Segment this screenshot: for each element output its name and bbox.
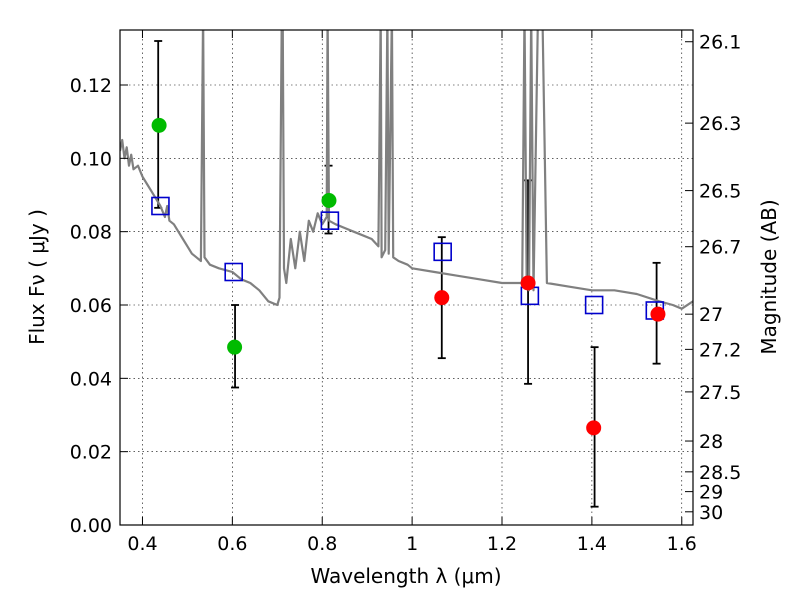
right-tick-label: 27.2 — [699, 339, 741, 361]
y-tick-label: 0.10 — [70, 148, 112, 170]
y-tick-label: 0.00 — [70, 515, 112, 537]
right-tick-label: 26.7 — [699, 237, 741, 259]
right-tick-label: 26.5 — [699, 181, 741, 203]
x-tick-label: 1.4 — [577, 533, 607, 555]
observed-flux-point — [434, 290, 450, 306]
y-tick-label: 0.02 — [70, 442, 112, 464]
x-tick-label: 1.6 — [667, 533, 697, 555]
observed-flux-point — [520, 275, 536, 291]
model-flux-square — [584, 295, 604, 315]
plot-frame — [119, 29, 694, 526]
y-axis-label: Flux Fν ( μJy ) — [25, 209, 49, 345]
model-flux-square — [433, 242, 452, 262]
plot-area — [120, 30, 693, 508]
y-tick-label: 0.12 — [70, 75, 112, 97]
observed-flux-point — [586, 420, 602, 436]
x-tick-label: 0.6 — [217, 533, 247, 555]
right-tick-label: 26.3 — [699, 113, 741, 135]
x-axis-ticks: 0.4 0.6 0.8 1 1.2 1.4 1.6 — [127, 30, 697, 555]
model-spectrum-line — [120, 30, 693, 310]
y-tick-label: 0.04 — [70, 368, 112, 390]
model-flux-square — [320, 211, 340, 230]
model-flux-square — [151, 196, 170, 216]
right-tick-label: 30 — [699, 502, 723, 524]
observed-flux-point — [151, 117, 167, 133]
y-tick-label: 0.06 — [70, 295, 112, 317]
model-flux-square — [224, 262, 244, 282]
right-tick-label: 29 — [699, 482, 723, 504]
observed-flux-point — [650, 306, 666, 322]
right-tick-label: 28.5 — [699, 462, 741, 484]
x-tick-label: 0.8 — [307, 533, 337, 555]
x-tick-label: 1 — [406, 533, 418, 555]
observed-flux-point — [227, 339, 243, 355]
plot-background — [120, 30, 693, 525]
x-tick-label: 1.2 — [487, 533, 517, 555]
right-tick-label: 26.1 — [699, 32, 741, 54]
right-tick-label: 27.5 — [699, 382, 741, 404]
x-axis-label: Wavelength λ (μm) — [310, 564, 501, 588]
y-axis-ticks: 0.00 0.02 0.04 0.06 0.08 0.10 0.12 — [70, 75, 128, 537]
right-axis-label: Magnitude (AB) — [757, 199, 781, 354]
y-tick-label: 0.08 — [70, 222, 112, 244]
right-tick-label: 28 — [699, 431, 723, 453]
observed-flux-point — [321, 193, 337, 208]
right-tick-label: 27 — [699, 304, 723, 326]
x-tick-label: 0.4 — [127, 533, 157, 555]
